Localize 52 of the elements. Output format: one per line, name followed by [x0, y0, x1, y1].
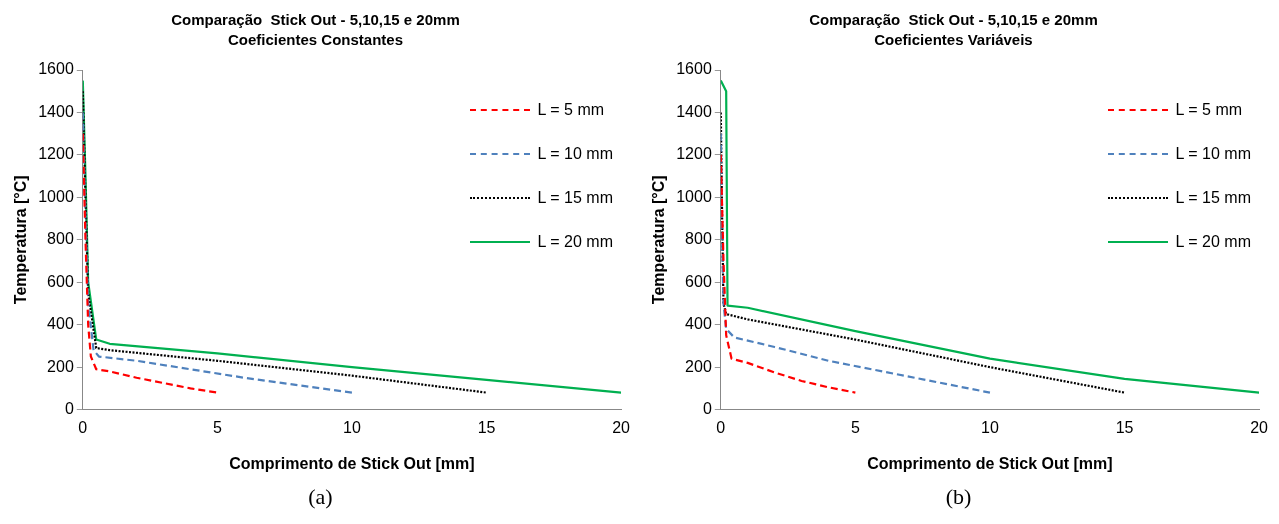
x-tick-label: 0: [716, 418, 726, 436]
legend-label: L = 15 mm: [537, 189, 613, 207]
legend-label: L = 5 mm: [1175, 101, 1243, 119]
y-tick-label: 800: [685, 230, 712, 248]
x-tick-label: 20: [612, 418, 631, 436]
line-series: [720, 132, 992, 394]
x-tick-label: 5: [212, 418, 222, 436]
legend-label: L = 20 mm: [537, 233, 613, 251]
x-tick-label: 10: [981, 418, 999, 436]
y-tick-label: 1400: [676, 102, 712, 120]
legend-label: L = 10 mm: [1175, 145, 1251, 163]
legend-label: L = 15 mm: [1175, 189, 1251, 207]
y-axis-title: Temperatura [°C]: [650, 175, 668, 305]
y-tick-label: 200: [685, 357, 712, 375]
chart-subtitle: Coeficientes Constantes: [227, 31, 404, 49]
y-tick-label: 1600: [38, 60, 74, 78]
x-tick-label: 20: [1250, 418, 1269, 436]
x-tick-label: 5: [850, 418, 860, 436]
y-tick-label: 400: [47, 315, 74, 333]
x-tick-label: 15: [477, 418, 496, 436]
y-tick-label: 0: [64, 400, 74, 418]
chart-title: Comparação Stick Out - 5,10,15 e 20mm: [171, 11, 460, 29]
y-tick-label: 0: [702, 400, 712, 418]
line-series: [82, 132, 219, 394]
line-series: [720, 111, 1126, 394]
line-series: [720, 153, 857, 394]
y-tick-label: 400: [685, 315, 712, 333]
chart-title: Comparação Stick Out - 5,10,15 e 20mm: [809, 11, 1098, 29]
y-tick-label: 1000: [38, 187, 74, 205]
y-tick-label: 200: [47, 357, 74, 375]
chart-subtitle: Coeficientes Variáveis: [874, 31, 1033, 49]
y-tick-label: 600: [685, 272, 712, 290]
x-axis-title: Comprimento de Stick Out [mm]: [867, 454, 1113, 472]
legend-label: L = 10 mm: [537, 145, 613, 163]
y-tick-label: 800: [47, 230, 74, 248]
y-tick-label: 1000: [676, 187, 712, 205]
x-tick-label: 10: [343, 418, 361, 436]
y-axis-title: Temperatura [°C]: [12, 175, 30, 305]
line-series: [82, 111, 354, 394]
y-tick-label: 600: [47, 272, 74, 290]
y-tick-label: 1600: [676, 60, 712, 78]
text: (a): [307, 484, 334, 510]
y-tick-label: 1200: [676, 145, 712, 163]
text: (b): [944, 484, 973, 510]
y-tick-label: 1400: [38, 102, 74, 120]
line-series: [82, 90, 488, 394]
x-tick-label: 0: [78, 418, 88, 436]
legend-label: L = 5 mm: [537, 101, 605, 119]
legend-label: L = 20 mm: [1175, 233, 1251, 251]
y-tick-label: 1200: [38, 145, 74, 163]
x-axis-title: Comprimento de Stick Out [mm]: [229, 454, 475, 472]
x-tick-label: 15: [1115, 418, 1134, 436]
